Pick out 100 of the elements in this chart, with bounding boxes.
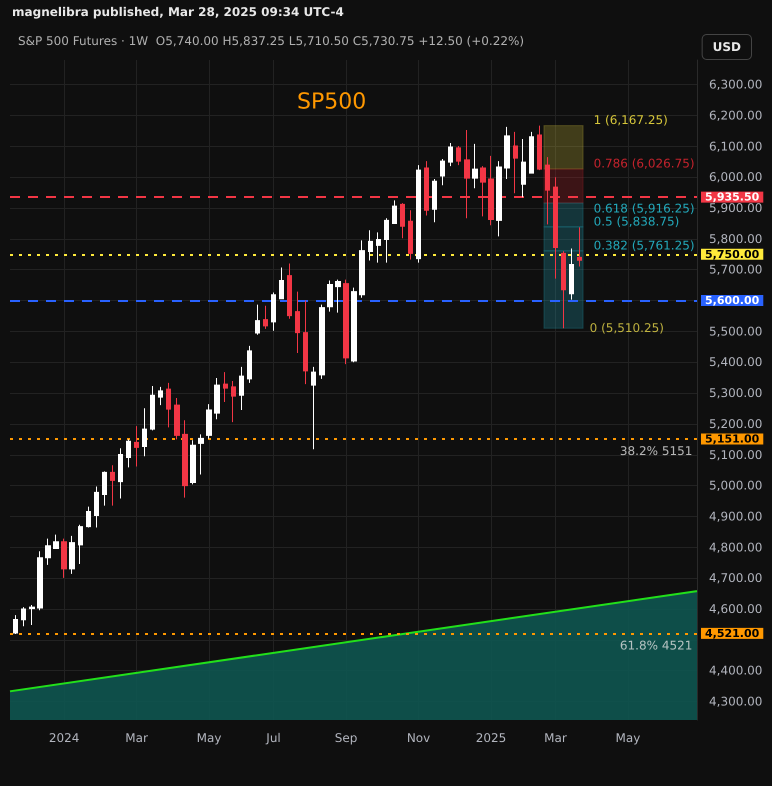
candlestick	[384, 218, 389, 264]
x-tick-label: Sep	[334, 731, 358, 745]
candlestick	[351, 287, 357, 363]
candlestick	[327, 280, 333, 312]
y-tick-label: 6,200.00	[709, 108, 762, 123]
candlestick	[319, 304, 325, 380]
ref-line-label: 5,935.50	[705, 190, 760, 204]
x-tick-label: May	[616, 731, 640, 745]
text: magnelibra published, Mar 28, 2025 09:34 UTC-4	[12, 5, 344, 19]
candlestick	[440, 158, 445, 186]
candlestick	[577, 226, 582, 267]
candlestick	[102, 470, 107, 506]
candlestick	[198, 434, 204, 476]
y-tick-label: 4,700.00	[709, 571, 762, 586]
ref-line-label: 5,151.00	[705, 432, 760, 446]
candlestick	[521, 138, 526, 198]
y-tick-label: 5,100.00	[709, 448, 762, 462]
candlestick	[214, 377, 220, 420]
candlestick	[29, 604, 35, 626]
candlestick	[545, 156, 550, 225]
candlestick	[400, 202, 405, 239]
y-tick-label: 5,300.00	[709, 386, 762, 400]
y-tick-label: 6,000.00	[709, 170, 762, 184]
candlestick	[21, 606, 26, 627]
candlestick	[287, 263, 292, 320]
y-tick-label: 4,400.00	[709, 664, 762, 678]
candlestick	[448, 142, 453, 167]
y-tick-label: 5,700.00	[709, 262, 762, 277]
candlestick	[408, 210, 413, 260]
candlestick	[94, 486, 99, 528]
candlestick	[456, 146, 461, 166]
ref-line-label: 5,750.00	[705, 248, 760, 261]
candlestick	[45, 538, 51, 566]
candlestick	[126, 438, 131, 468]
candlestick	[239, 366, 244, 411]
y-tick-label: 5,400.00	[709, 355, 762, 370]
candlestick	[182, 420, 188, 498]
candlestick	[513, 131, 518, 194]
x-tick-label: May	[196, 731, 222, 745]
y-tick-label: 4,600.00	[709, 602, 762, 616]
candlestick	[61, 538, 67, 578]
band-label: 0.786 (6,026.75)	[594, 156, 695, 170]
candlestick	[335, 279, 341, 314]
annotation: 61.8% 4521	[620, 638, 692, 652]
y-tick-label: 5,900.00	[709, 201, 762, 216]
y-tick-label: 5,800.00	[709, 232, 762, 246]
candlestick	[150, 385, 155, 431]
candlestick	[53, 534, 59, 550]
candlestick	[392, 200, 397, 224]
candlestick	[271, 292, 276, 332]
candlestick	[255, 304, 260, 336]
candlestick	[174, 398, 180, 440]
candlestick	[166, 382, 171, 428]
x-tick-label: 2024	[48, 731, 80, 745]
x-tick-label: Nov	[406, 731, 430, 745]
chart-subtitle: S&P 500 Futures · 1W O5,740.00 H5,837.25 L5,710.50 C5,730.75 +12.50 (+0.22%)	[18, 34, 524, 48]
candlestick	[37, 550, 43, 611]
annotation: 0 (5,510.25)	[590, 321, 664, 336]
candlestick	[504, 126, 510, 180]
candlestick	[190, 440, 196, 485]
candlestick	[86, 506, 91, 528]
y-tick-label: 6,300.00	[709, 78, 762, 92]
candlestick	[472, 143, 478, 189]
candlestick	[303, 300, 308, 385]
x-tick-label: 2025	[476, 731, 506, 745]
band-label: 1 (6,167.25)	[594, 113, 668, 128]
candlestick	[496, 160, 502, 237]
band-label: 0.618 (5,916.25)	[594, 202, 695, 216]
candlestick	[118, 448, 123, 500]
candlestick	[263, 305, 268, 330]
candlestick	[561, 250, 566, 329]
y-tick-label: 4,300.00	[709, 694, 762, 708]
candlestick	[231, 380, 236, 423]
text: SP500	[297, 90, 366, 114]
candlestick	[223, 372, 228, 403]
candlestick	[529, 131, 534, 174]
y-tick-label: 5,200.00	[709, 416, 762, 431]
x-tick-label: Mar	[125, 731, 148, 745]
candlestick	[110, 464, 115, 506]
y-tick-label: 5,500.00	[709, 324, 762, 338]
candlestick	[311, 366, 316, 450]
candlestick	[368, 230, 373, 261]
ref-line-label: 5,600.00	[705, 294, 760, 308]
x-tick-label: Mar	[544, 731, 567, 745]
candlestick	[69, 535, 75, 574]
band-label: 0.382 (5,761.25)	[594, 238, 695, 252]
x-tick-label: Jul	[265, 731, 281, 745]
text: USD	[712, 40, 742, 54]
y-tick-label: 4,900.00	[709, 509, 762, 524]
ref-line-label: 4,521.00	[705, 626, 760, 640]
band-label: 0.5 (5,838.75)	[594, 214, 680, 228]
candlestick	[537, 125, 542, 171]
annotation: 38.2% 5151	[620, 444, 692, 458]
candlestick	[247, 345, 252, 384]
candlestick	[158, 386, 163, 406]
candlestick	[279, 267, 284, 300]
candlestick	[142, 408, 147, 457]
candlestick	[432, 178, 437, 223]
candlestick	[569, 248, 574, 300]
candlestick	[206, 404, 212, 440]
